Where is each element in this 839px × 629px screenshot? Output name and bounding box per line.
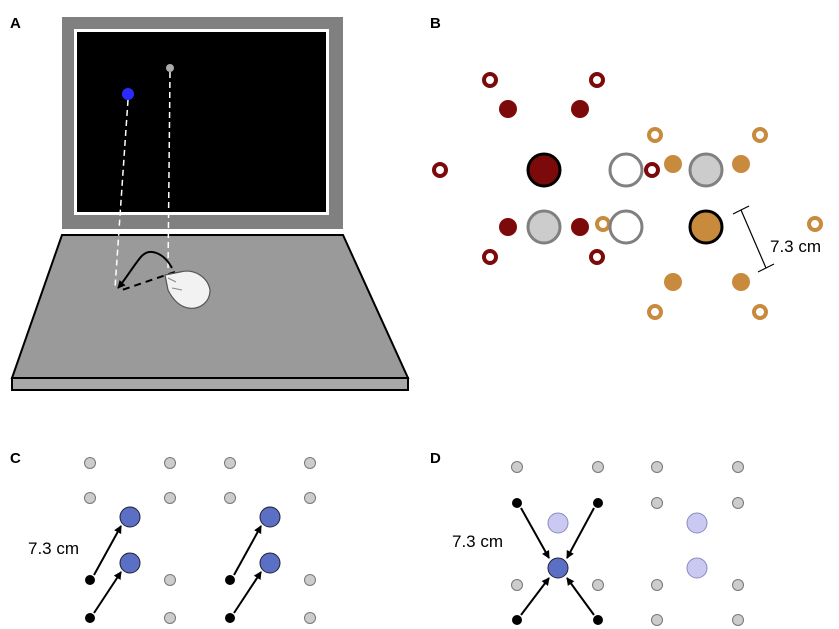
grid-dot	[85, 493, 96, 504]
arrow	[234, 572, 261, 613]
grid-dot	[593, 580, 604, 591]
grid-dot	[305, 493, 316, 504]
target	[120, 553, 140, 573]
empty-target	[610, 154, 642, 186]
gold-ring	[754, 306, 766, 318]
target	[120, 507, 140, 527]
gray-target	[690, 154, 722, 186]
grid-dot	[593, 462, 604, 473]
red-ring	[591, 251, 603, 263]
gold-dot	[664, 155, 682, 173]
panel-b: B 7.3 cm	[430, 15, 821, 318]
grid-dot	[165, 613, 176, 624]
gold-ring	[649, 306, 661, 318]
faded-target	[687, 513, 707, 533]
start-dot	[225, 613, 235, 623]
red-ring	[484, 74, 496, 86]
panel-label: B	[430, 15, 441, 32]
arrow	[567, 578, 594, 615]
red-ring	[484, 251, 496, 263]
red-dot	[571, 218, 589, 236]
empty-target	[610, 211, 642, 243]
scale-label: 7.3 cm	[28, 539, 79, 558]
panel-c: C 7.3 cm	[10, 450, 316, 624]
gold-ring	[809, 218, 821, 230]
grid-dot	[225, 493, 236, 504]
screen	[77, 32, 326, 212]
gold-dot	[664, 273, 682, 291]
panel-label: D	[430, 450, 441, 467]
grid-dot	[733, 580, 744, 591]
start-dot	[85, 575, 95, 585]
arrow	[94, 572, 121, 613]
gold-ring	[754, 129, 766, 141]
arrow	[94, 526, 121, 575]
target	[260, 507, 280, 527]
start-dot	[512, 615, 522, 625]
grid-dot	[305, 613, 316, 624]
scale-label: 7.3 cm	[452, 532, 503, 551]
start-dot	[512, 498, 522, 508]
panel-d: D 7.3 cm	[430, 450, 744, 626]
grid-dot	[512, 580, 523, 591]
grid-dot	[652, 462, 663, 473]
start-dot	[593, 498, 603, 508]
target	[260, 553, 280, 573]
arrow	[521, 578, 549, 615]
arrow	[567, 508, 594, 558]
target	[548, 558, 568, 578]
grid-dot	[305, 458, 316, 469]
panel-label: C	[10, 450, 21, 467]
gold-dot	[732, 155, 750, 173]
gold-dot	[732, 273, 750, 291]
grid-dot	[733, 462, 744, 473]
figure: A B	[0, 0, 839, 629]
gold-ring	[597, 218, 609, 230]
red-ring	[434, 164, 446, 176]
panel-label: A	[10, 15, 21, 32]
red-dot	[499, 100, 517, 118]
arrow	[234, 526, 261, 575]
start-dot	[593, 615, 603, 625]
red-dot	[499, 218, 517, 236]
red-ring	[591, 74, 603, 86]
red-dot	[571, 100, 589, 118]
start-dot	[85, 613, 95, 623]
grid-dot	[165, 575, 176, 586]
table-edge	[12, 378, 408, 390]
grid-dot	[652, 580, 663, 591]
cursor-dot	[166, 64, 174, 72]
grid-dot	[225, 458, 236, 469]
grid-dot	[85, 458, 96, 469]
arrow	[521, 508, 549, 558]
grid-dot	[165, 493, 176, 504]
scale-label: 7.3 cm	[770, 237, 821, 256]
red-target	[528, 154, 560, 186]
start-dot	[225, 575, 235, 585]
faded-target	[548, 513, 568, 533]
grid-dot	[733, 615, 744, 626]
scale-bar	[733, 206, 774, 272]
grid-dot	[652, 615, 663, 626]
grid-dot	[165, 458, 176, 469]
gold-ring	[649, 129, 661, 141]
table-top	[12, 235, 408, 378]
target-dot	[122, 88, 134, 100]
gray-target	[528, 211, 560, 243]
gold-target	[690, 211, 722, 243]
faded-target	[687, 558, 707, 578]
grid-dot	[512, 462, 523, 473]
grid-dot	[305, 575, 316, 586]
grid-dot	[652, 498, 663, 509]
grid-dot	[733, 498, 744, 509]
red-ring	[646, 164, 658, 176]
panel-a: A	[10, 15, 408, 390]
